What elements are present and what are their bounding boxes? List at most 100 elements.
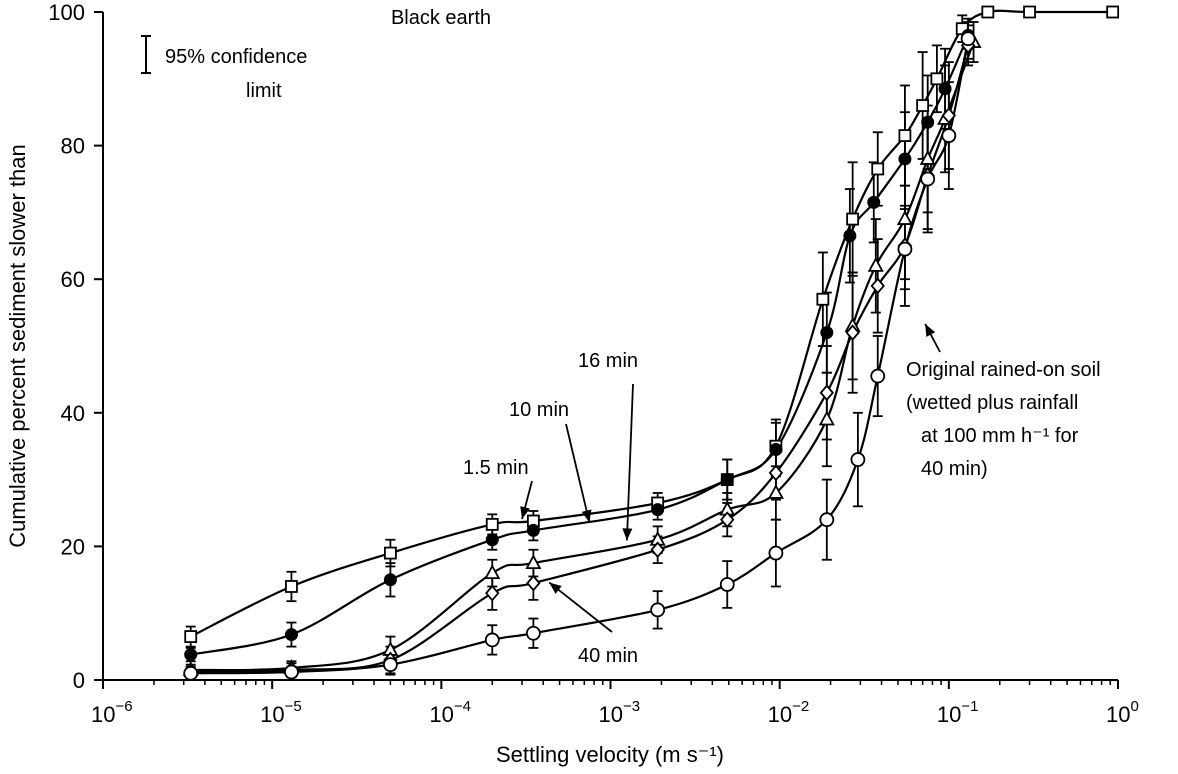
marker-10-min	[921, 115, 935, 129]
marker-40-min	[819, 384, 835, 402]
x-tick-label: 10−3	[599, 698, 641, 727]
plot-frame	[102, 12, 1118, 681]
marker-40-min	[845, 324, 860, 342]
x-tick-exponent: −5	[285, 698, 302, 715]
marker-original-rained-on-soil	[897, 241, 913, 257]
y-tick-label: 60	[61, 267, 85, 292]
marker-16-min	[896, 210, 913, 225]
annotation-original-soil-line: 40 min)	[921, 458, 988, 480]
y-axis-label: Cumulative percent sediment slower than	[5, 144, 30, 548]
arrow-40-min	[548, 581, 613, 633]
annotation-16-min: 16 min	[578, 350, 638, 372]
marker-1-5-min	[930, 72, 944, 86]
marker-10-min	[720, 473, 734, 487]
marker-1-5-min	[1023, 5, 1036, 19]
marker-1-5-min	[1106, 5, 1120, 19]
arrow-10-min-head	[581, 509, 592, 523]
marker-10-min	[526, 523, 540, 537]
marker-10-min	[898, 152, 912, 166]
marker-original-rained-on-soil	[650, 602, 666, 618]
annotations: 1.5 min 10 min 16 min 40 min Original ra…	[463, 323, 1101, 667]
arrow-1-5-min-head	[520, 506, 530, 520]
marker-original-rained-on-soil	[383, 657, 398, 673]
marker-original-rained-on-soil	[960, 31, 976, 47]
x-tick-label: 10−1	[937, 698, 979, 727]
marker-original-rained-on-soil	[284, 664, 299, 680]
arrow-original-soil-head	[925, 323, 936, 337]
marker-1-5-min	[898, 129, 912, 142]
y-tick-label: 100	[48, 0, 85, 25]
marker-original-rained-on-soil	[819, 512, 835, 528]
annotation-arrows	[520, 323, 941, 633]
marker-10-min	[938, 82, 952, 96]
marker-16-min	[867, 256, 884, 272]
annotation-original-soil: Original rained-on soil (wetted plus rain…	[906, 359, 1101, 480]
x-ticks: 10−6 10−5 10−4 10−3 10−2 10−1 100	[91, 680, 1139, 727]
marker-original-rained-on-soil	[484, 632, 500, 648]
marker-original-rained-on-soil	[870, 368, 886, 384]
series-markers	[182, 5, 1120, 681]
legend-note-line1: 95% confidence	[165, 46, 307, 68]
y-tick-label: 40	[61, 401, 85, 426]
marker-original-rained-on-soil	[850, 452, 866, 467]
marker-10-min	[383, 573, 397, 587]
marker-1-5-min	[384, 546, 397, 560]
x-tick-exponent: −4	[454, 698, 471, 715]
y-tick-label: 20	[61, 534, 85, 559]
marker-10-min	[284, 628, 298, 642]
series-line-10-min	[190, 34, 970, 656]
marker-1-5-min	[981, 5, 995, 19]
marker-40-min	[870, 277, 885, 295]
annotation-original-soil-line: at 100 mm h⁻¹ for	[921, 425, 1079, 447]
marker-1-5-min	[184, 630, 198, 643]
marker-10-min	[651, 503, 665, 517]
marker-1-5-min	[285, 580, 298, 593]
marker-16-min	[818, 410, 835, 426]
x-tick-label: 10−6	[91, 698, 133, 727]
marker-original-rained-on-soil	[719, 577, 735, 592]
marker-10-min	[820, 326, 834, 340]
marker-40-min	[941, 107, 957, 124]
arrow-10-min	[565, 423, 591, 523]
annotation-1-5-min: 1.5 min	[463, 457, 529, 479]
marker-10-min	[769, 443, 783, 457]
marker-10-min	[843, 229, 857, 243]
chart-title: Black earth	[391, 7, 491, 29]
arrow-16-min	[625, 383, 634, 541]
marker-40-min	[650, 541, 665, 559]
marker-1-5-min	[916, 99, 930, 112]
y-ticks: 0 20 40 60 80 100	[48, 0, 103, 693]
marker-1-5-min	[816, 292, 830, 306]
legend-note-line2: limit	[246, 80, 282, 102]
x-tick-label: 100	[1106, 698, 1139, 727]
x-tick-label: 10−4	[429, 698, 471, 727]
marker-16-min	[484, 564, 501, 580]
marker-1-5-min	[485, 517, 499, 531]
marker-original-rained-on-soil	[941, 128, 957, 143]
marker-10-min	[867, 195, 881, 209]
annotation-40-min: 40 min	[578, 645, 638, 667]
error-bars	[185, 14, 979, 679]
confidence-limit-legend: 95% confidence limit	[141, 35, 307, 102]
x-tick-exponent: −3	[623, 698, 640, 715]
marker-16-min	[767, 484, 784, 499]
marker-1-5-min	[846, 212, 860, 226]
marker-40-min	[485, 584, 500, 602]
y-tick-label: 0	[73, 668, 85, 693]
y-tick-label: 80	[61, 134, 85, 159]
marker-40-min	[768, 464, 784, 482]
marker-1-5-min	[871, 162, 885, 176]
x-tick-label: 10−2	[768, 698, 810, 727]
marker-original-rained-on-soil	[768, 545, 784, 561]
x-tick-exponent: 0	[1130, 698, 1138, 715]
x-axis-label: Settling velocity (m s⁻¹)	[496, 742, 724, 767]
x-tick-exponent: −2	[792, 698, 809, 715]
marker-original-rained-on-soil	[525, 625, 541, 641]
marker-40-min	[720, 511, 735, 529]
annotation-original-soil-line: Original rained-on soil	[906, 359, 1101, 381]
arrow-16-min-head	[622, 528, 633, 541]
arrow-40-min-head	[549, 582, 562, 594]
annotation-10-min: 10 min	[509, 399, 569, 421]
marker-10-min	[184, 648, 198, 662]
